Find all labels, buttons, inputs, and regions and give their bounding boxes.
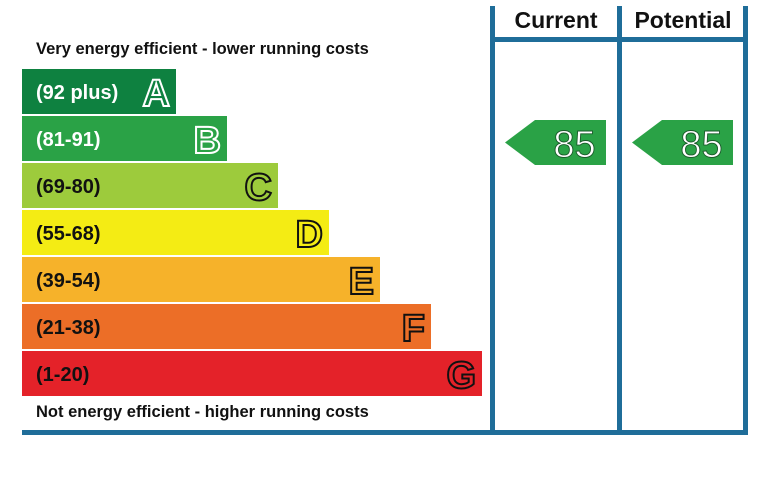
band-c-bar xyxy=(22,163,278,208)
frame-divider-middle xyxy=(617,6,622,435)
band-d-range: (55-68) xyxy=(36,223,100,245)
potential-rating-value: 85 xyxy=(680,124,722,166)
band-e: (39-54) E xyxy=(22,257,380,304)
current-column-header: Current xyxy=(514,7,597,33)
bottom-efficiency-note: Not energy efficient - higher running co… xyxy=(36,403,369,421)
header-underline xyxy=(490,37,748,42)
band-g: (1-20) G xyxy=(22,351,482,398)
band-d-bar xyxy=(22,210,329,255)
frame-divider-right xyxy=(743,6,748,435)
band-b: (81-91) B xyxy=(22,116,227,163)
band-f: (21-38) F xyxy=(22,304,431,351)
current-rating-arrow xyxy=(505,120,606,165)
band-f-letter: F xyxy=(402,308,425,350)
band-g-range: (1-20) xyxy=(36,364,89,386)
top-efficiency-note: Very energy efficient - lower running co… xyxy=(36,40,369,58)
band-f-range: (21-38) xyxy=(36,317,100,339)
band-d: (55-68) D xyxy=(22,210,329,257)
rating-bands: (92 plus) A(81-91) B(69-80) C(55-68) D(39-54… xyxy=(22,69,482,398)
band-a-range: (92 plus) xyxy=(36,82,118,104)
band-f-bar xyxy=(22,304,431,349)
band-a-bar xyxy=(22,69,176,114)
potential-rating: 85 xyxy=(632,120,733,166)
band-b-letter: B xyxy=(194,120,221,162)
band-c-range: (69-80) xyxy=(36,176,100,198)
band-a-letter: A xyxy=(143,73,170,115)
potential-rating-arrow xyxy=(632,120,733,165)
band-g-bar xyxy=(22,351,482,396)
frame-divider-left xyxy=(490,6,495,435)
band-c-letter: C xyxy=(245,167,272,209)
band-a: (92 plus) A xyxy=(22,69,176,116)
current-rating: 85 xyxy=(505,120,606,166)
band-e-letter: E xyxy=(349,261,374,303)
band-b-bar xyxy=(22,116,227,161)
frame-bottom-line xyxy=(22,430,748,435)
current-rating-value: 85 xyxy=(553,124,595,166)
chart-frame xyxy=(22,6,748,435)
band-c: (69-80) C xyxy=(22,163,278,210)
band-g-letter: G xyxy=(446,355,476,397)
band-b-range: (81-91) xyxy=(36,129,100,151)
potential-column-header: Potential xyxy=(634,7,731,33)
band-e-range: (39-54) xyxy=(36,270,100,292)
band-d-letter: D xyxy=(296,214,323,256)
rating-scores: 85 85 xyxy=(505,120,733,166)
band-e-bar xyxy=(22,257,380,302)
